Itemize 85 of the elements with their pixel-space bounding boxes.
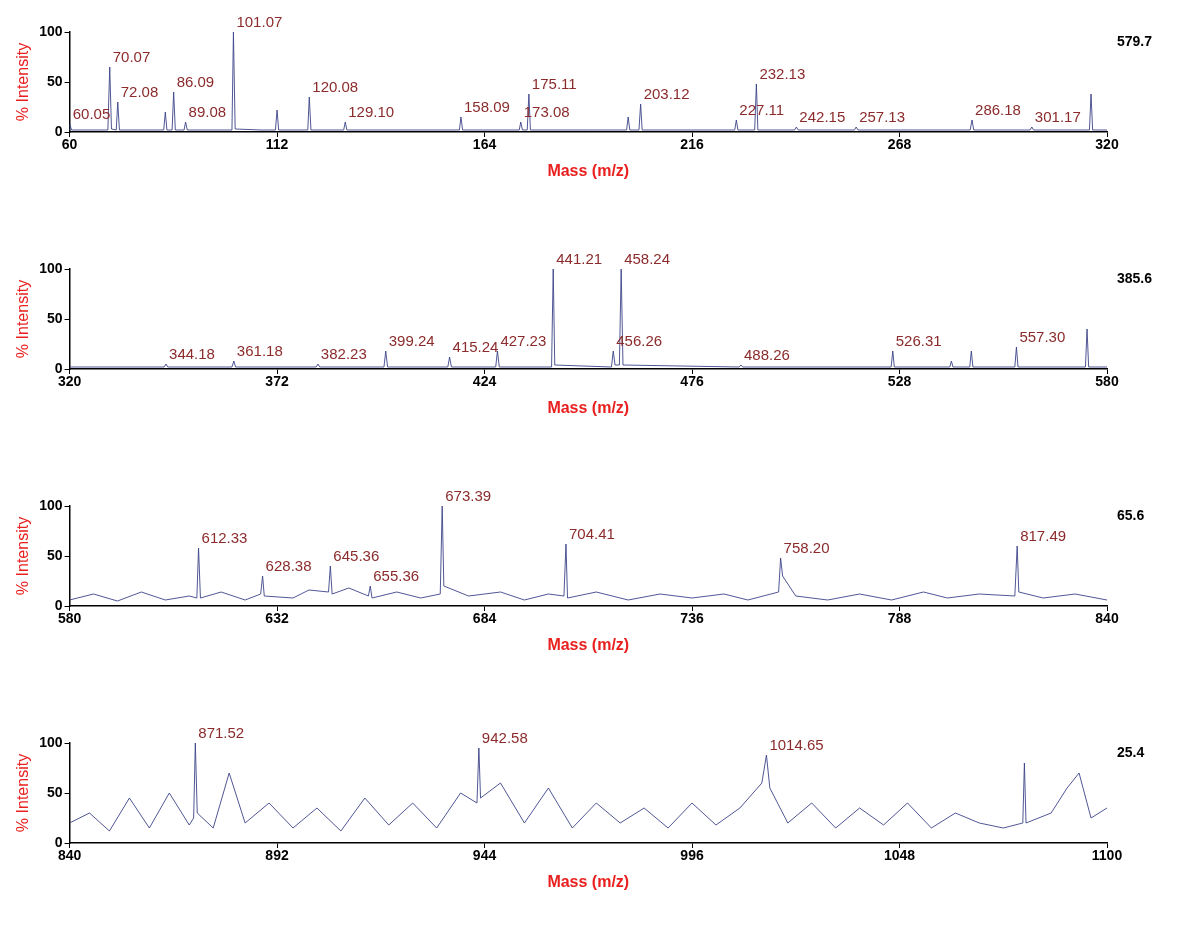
y-tick-label: 100	[39, 22, 63, 39]
annotation: 344.18	[169, 344, 215, 362]
x-tick-label: 320	[57, 373, 82, 390]
x-axis-title: Mass (m/z)	[547, 161, 630, 179]
y-tick-label: 50	[46, 72, 63, 89]
x-tick-label: 840	[57, 847, 82, 864]
annotation: 458.24	[624, 249, 671, 267]
x-tick-label: 1100	[1091, 847, 1123, 864]
x-tick-label: 996	[680, 847, 704, 864]
y-tick-label: 100	[39, 733, 63, 750]
x-tick-label: 268	[887, 136, 912, 153]
y-tick-label: 50	[46, 309, 63, 326]
x-tick-label: 476	[680, 373, 704, 390]
x-tick-label: 736	[680, 610, 704, 627]
y-tick-label: 100	[39, 259, 63, 276]
annotation: 203.12	[643, 84, 690, 102]
text: 385.6	[1117, 269, 1153, 286]
annotation: 257.13	[859, 107, 906, 125]
y-tick-label: 50	[46, 546, 63, 563]
y-tick-label: 50	[46, 783, 63, 800]
annotation: 120.08	[312, 77, 359, 95]
y-tick-label: 0	[54, 359, 63, 376]
annotation: 526.31	[895, 331, 942, 349]
x-tick-label: 788	[887, 610, 912, 627]
y-tick-label: 0	[54, 122, 63, 139]
annotation: 175.11	[531, 74, 577, 92]
y-axis-title: % Intensity	[14, 42, 32, 122]
annotation: 441.21	[556, 249, 603, 267]
annotation: 488.26	[743, 345, 790, 363]
annotation: 101.07	[236, 12, 283, 30]
text: 65.6	[1117, 506, 1145, 523]
x-tick-label: 684	[472, 610, 497, 627]
x-tick-label: 60	[61, 136, 78, 153]
annotation: 655.36	[373, 566, 420, 584]
annotation: 871.52	[198, 723, 245, 741]
annotation: 129.10	[348, 102, 395, 120]
annotation: 758.20	[783, 538, 830, 556]
annotation: 704.41	[568, 524, 615, 542]
annotation: 673.39	[445, 486, 492, 504]
annotation: 628.38	[265, 556, 312, 574]
annotation: 232.13	[759, 64, 806, 82]
x-tick-label: 164	[472, 136, 497, 153]
annotation: 415.24	[452, 337, 499, 355]
y-axis-title: % Intensity	[14, 516, 32, 596]
x-tick-label: 892	[265, 847, 289, 864]
annotation: 242.15	[799, 107, 846, 125]
annotation: 86.09	[176, 72, 215, 90]
x-tick-label: 580	[1095, 373, 1119, 390]
x-tick-label: 112	[265, 136, 289, 153]
x-tick-label: 1048	[883, 847, 916, 864]
x-tick-label: 580	[57, 610, 82, 627]
annotation: 612.33	[201, 528, 248, 546]
annotation: 1014.65	[769, 735, 824, 753]
annotation: 361.18	[236, 341, 283, 359]
annotation: 399.24	[388, 331, 435, 349]
y-tick-label: 0	[54, 596, 63, 613]
x-tick-label: 216	[680, 136, 704, 153]
annotation: 645.36	[333, 546, 380, 564]
y-tick-label: 100	[39, 496, 63, 513]
y-tick-label: 0	[54, 833, 63, 850]
annotation: 382.23	[320, 344, 367, 362]
x-axis-title: Mass (m/z)	[547, 398, 630, 416]
x-tick-label: 372	[265, 373, 289, 390]
annotation: 817.49	[1020, 526, 1067, 544]
x-tick-label: 320	[1095, 136, 1119, 153]
annotation: 158.09	[463, 97, 510, 115]
annotation: 942.58	[481, 728, 528, 746]
annotation: 72.08	[120, 82, 159, 100]
x-tick-label: 944	[472, 847, 497, 864]
x-tick-label: 632	[265, 610, 289, 627]
x-tick-label: 528	[887, 373, 912, 390]
annotation: 70.07	[112, 47, 151, 65]
x-tick-label: 840	[1095, 610, 1119, 627]
annotation: 301.17	[1034, 107, 1081, 125]
annotation: 89.08	[188, 102, 227, 120]
x-axis-title: Mass (m/z)	[547, 872, 630, 890]
annotation: 557.30	[1019, 327, 1066, 345]
y-axis-title: % Intensity	[14, 279, 32, 359]
x-axis-title: Mass (m/z)	[547, 635, 630, 653]
y-axis-title: % Intensity	[14, 753, 32, 833]
text: 25.4	[1117, 743, 1145, 760]
annotation: 427.23	[500, 331, 547, 349]
annotation: 286.18	[975, 100, 1021, 118]
x-tick-label: 424	[472, 373, 497, 390]
text: 579.7	[1117, 32, 1153, 49]
